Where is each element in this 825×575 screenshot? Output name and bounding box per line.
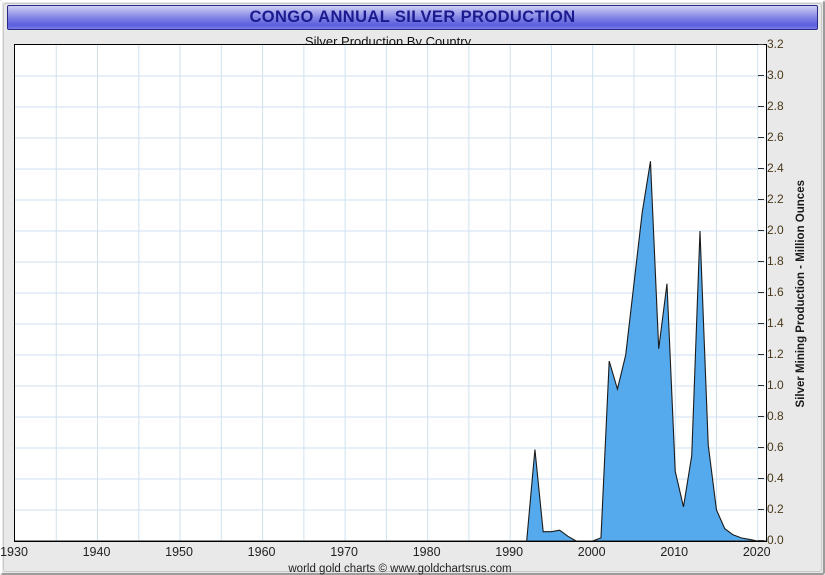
y-axis-tick-label: 0.4 [758, 472, 784, 484]
y-axis-tick-text: 2.4 [767, 161, 784, 175]
y-axis-tick-label: 2.0 [758, 224, 784, 236]
y-axis-tick-mark [758, 384, 764, 386]
x-axis-tick-label: 2020 [742, 545, 771, 559]
y-axis-tick-mark [758, 167, 764, 169]
y-axis-tick-mark [758, 477, 764, 479]
y-axis-tick-text: 0.4 [767, 471, 784, 485]
y-axis-tick-mark [758, 136, 764, 138]
x-axis-tick-label: 1980 [412, 545, 441, 559]
y-axis-tick-mark [758, 260, 764, 262]
y-axis-tick-label: 0.8 [758, 410, 784, 422]
y-axis-tick-mark [758, 539, 764, 541]
y-axis-tick-mark [758, 415, 764, 417]
plot-area [14, 44, 767, 542]
y-axis-tick-text: 1.4 [767, 316, 784, 330]
y-axis-tick-label: 1.8 [758, 255, 784, 267]
x-axis-tick-label: 1960 [247, 545, 276, 559]
y-axis-tick-mark [758, 322, 764, 324]
y-axis-tick-text: 1.0 [767, 378, 784, 392]
y-axis-tick-mark [758, 508, 764, 510]
y-axis-tick-label: 3.2 [758, 38, 784, 50]
y-axis-tick-text: 2.2 [767, 192, 784, 206]
y-axis-tick-label: 2.2 [758, 193, 784, 205]
y-axis-tick-mark [758, 291, 764, 293]
y-axis-tick-label: 3.0 [758, 69, 784, 81]
y-axis-tick-label: 2.6 [758, 131, 784, 143]
y-axis-tick-text: 2.8 [767, 99, 784, 113]
y-axis-tick-text: 1.2 [767, 347, 784, 361]
y-axis-tick-text: 1.8 [767, 254, 784, 268]
y-axis-tick-mark [758, 43, 764, 45]
series-area-congo-silver [15, 161, 766, 541]
y-axis-tick-label: 1.0 [758, 379, 784, 391]
x-axis-tick-label: 2000 [577, 545, 606, 559]
x-axis-tick-label: 1990 [495, 545, 524, 559]
y-axis-title: Silver Mining Production - Million Ounce… [795, 180, 807, 408]
y-axis-tick-text: 3.2 [767, 37, 784, 51]
y-axis-tick-text: 3.0 [767, 68, 784, 82]
y-axis-tick-label: 0.0 [758, 534, 784, 546]
y-axis-tick-label: 2.4 [758, 162, 784, 174]
y-axis-tick-mark [758, 229, 764, 231]
y-axis-tick-label: 2.8 [758, 100, 784, 112]
x-axis-tick-label: 1950 [165, 545, 193, 559]
y-axis-tick-mark [758, 74, 764, 76]
footer-credit: world gold charts © www.goldchartsrus.co… [288, 563, 512, 575]
y-axis-tick-mark [758, 446, 764, 448]
y-axis-tick-mark [758, 105, 764, 107]
x-axis-tick-label: 1970 [330, 545, 359, 559]
y-axis-tick-mark [758, 353, 764, 355]
y-axis-tick-label: 1.2 [758, 348, 784, 360]
x-axis-ticks: 1930 1940 1950 1960 1970 1980 1990 2000 2010 2020 [0, 545, 825, 563]
page-title: CONGO ANNUAL SILVER PRODUCTION [249, 8, 576, 26]
chart-canvas: Silver Production By Country Latest 2021… [8, 32, 817, 542]
y-axis-tick-text: 2.6 [767, 130, 784, 144]
y-axis-tick-text: 0.8 [767, 409, 784, 423]
y-axis-tick-text: 0.0 [767, 533, 784, 547]
y-axis-tick-text: 1.6 [767, 285, 784, 299]
plot-svg [15, 45, 766, 541]
x-axis-tick-label: 1930 [0, 545, 28, 559]
y-axis-tick-label: 0.6 [758, 441, 784, 453]
y-axis-ticks: 0.0 0.2 0.4 0.6 0.8 1.0 1.2 1.4 1.6 1.8 2.0 2.2 2.4 2… [758, 38, 818, 546]
x-axis-tick-label: 2010 [660, 545, 689, 559]
window-title-bar: CONGO ANNUAL SILVER PRODUCTION [7, 5, 818, 30]
y-axis-tick-label: 0.2 [758, 503, 784, 515]
y-axis-tick-mark [758, 198, 764, 200]
x-axis-tick-label: 1940 [82, 545, 111, 559]
y-axis-tick-text: 0.2 [767, 502, 784, 516]
y-axis-tick-label: 1.6 [758, 286, 784, 298]
y-axis-tick-text: 0.6 [767, 440, 784, 454]
y-axis-tick-label: 1.4 [758, 317, 784, 329]
y-axis-tick-text: 2.0 [767, 223, 784, 237]
